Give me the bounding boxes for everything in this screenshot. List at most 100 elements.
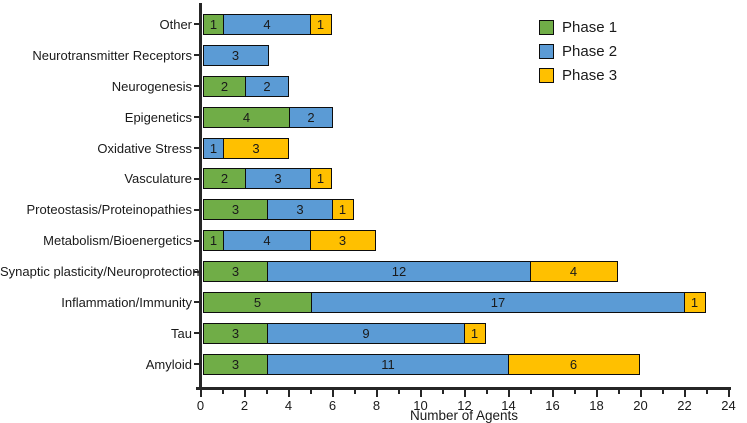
- category-label: Other: [159, 16, 192, 32]
- y-axis-tick: [194, 177, 201, 180]
- x-tick-label: 10: [413, 398, 428, 413]
- x-major-tick: [507, 390, 510, 397]
- category-label: Neurotransmitter Receptors: [32, 47, 192, 63]
- stacked-bar: 2 3 1: [202, 168, 332, 190]
- legend: Phase 1 Phase 2 Phase 3: [539, 20, 617, 92]
- x-major-tick: [463, 390, 466, 397]
- phase-1-swatch-icon: [539, 20, 554, 35]
- segment-value-label: 4: [569, 264, 578, 280]
- category-label: Inflammation/Immunity: [61, 294, 192, 310]
- phase-2-swatch-icon: [539, 44, 554, 59]
- segment-value-label: 1: [316, 16, 325, 32]
- category-label: Vasculature: [124, 171, 192, 187]
- x-tick-label: 2: [240, 398, 249, 413]
- bar-segment-phase-1: 1: [202, 230, 225, 252]
- segment-value-label: 3: [231, 264, 240, 280]
- bar-segment-phase-1: 1: [202, 13, 225, 35]
- x-major-tick: [639, 390, 642, 397]
- bar-segment-phase-2: 3: [267, 199, 333, 221]
- legend-label-phase-1: Phase 1: [562, 19, 618, 36]
- legend-item-phase-1: Phase 1: [539, 20, 617, 35]
- bar-segment-phase-3: 4: [529, 261, 618, 283]
- segment-value-label: 2: [220, 78, 229, 94]
- chart-row: Other 1 4 1: [0, 9, 747, 40]
- segment-value-label: 4: [263, 233, 271, 249]
- chart-row: Neurogenesis 2 2: [0, 71, 747, 102]
- category-label: Tau: [171, 325, 192, 341]
- bar-segment-phase-3: 1: [683, 291, 706, 313]
- x-major-tick: [375, 390, 378, 397]
- x-tick-label: 16: [545, 398, 560, 413]
- segment-value-label: 5: [253, 294, 262, 310]
- legend-label-phase-3: Phase 3: [562, 67, 618, 84]
- y-axis-tick: [194, 239, 201, 242]
- legend-label-phase-2: Phase 2: [562, 43, 618, 60]
- segment-value-label: 12: [391, 264, 407, 280]
- x-minor-tick: [221, 390, 224, 394]
- bar-segment-phase-1: 3: [202, 353, 269, 375]
- legend-item-phase-3: Phase 3: [539, 68, 617, 83]
- bar-segment-phase-2: 3: [245, 168, 311, 190]
- bar-segment-phase-2: 11: [267, 353, 509, 375]
- bar-segment-phase-2: 9: [267, 322, 465, 344]
- bar-segment-phase-2: 2: [245, 75, 289, 97]
- x-axis-ticks: 0 2 4 6 8 10 12 14 16 18 20 22 24: [197, 390, 736, 420]
- x-major-tick: [419, 390, 422, 397]
- segment-value-label: 1: [316, 171, 325, 187]
- bar-segment-phase-1: 2: [202, 75, 247, 97]
- legend-item-phase-2: Phase 2: [539, 44, 617, 59]
- x-major-tick: [683, 390, 686, 397]
- category-label: Amyloid: [145, 356, 192, 372]
- segment-value-label: 3: [231, 202, 240, 218]
- x-minor-tick: [441, 390, 444, 394]
- x-minor-tick: [661, 390, 664, 394]
- x-tick-label: 22: [677, 398, 692, 413]
- stacked-bar: 3: [202, 44, 269, 66]
- y-axis-line: [199, 3, 202, 390]
- chart-row: Vasculature 2 3 1: [0, 163, 747, 194]
- stacked-bar: 3 11 6: [202, 353, 640, 375]
- x-minor-tick: [617, 390, 620, 394]
- y-axis-tick: [194, 332, 201, 335]
- y-axis-tick: [194, 85, 201, 88]
- bar-segment-phase-2: 17: [311, 291, 685, 313]
- segment-value-label: 4: [263, 16, 271, 32]
- bar-segment-phase-2: 12: [267, 261, 531, 283]
- y-axis-tick: [194, 363, 201, 366]
- segment-value-label: 1: [470, 325, 479, 341]
- segment-value-label: 1: [338, 202, 347, 218]
- x-tick-label: 8: [372, 398, 381, 413]
- segment-value-label: 6: [569, 356, 578, 372]
- y-axis-tick: [194, 147, 201, 149]
- chart-row: Synaptic plasticity/Neuroprotection 3 12 4: [0, 256, 747, 287]
- stacked-bar: 5 17 1: [202, 291, 706, 313]
- x-tick-label: 18: [589, 398, 604, 413]
- stacked-bar: 1 4 3: [202, 230, 376, 252]
- y-axis-tick: [194, 54, 201, 57]
- bar-segment-phase-2: 2: [289, 106, 333, 128]
- x-minor-tick: [309, 390, 312, 394]
- category-label: Oxidative Stress: [97, 140, 192, 156]
- category-label: Synaptic plasticity/Neuroprotection: [0, 264, 200, 280]
- x-major-tick: [727, 390, 730, 397]
- chart-row: Oxidative Stress 1 3: [0, 133, 747, 164]
- segment-value-label: 3: [231, 47, 240, 63]
- bar-segment-phase-3: 1: [463, 322, 486, 344]
- category-label: Proteostasis/Proteinopathies: [26, 202, 192, 218]
- bar-segment-phase-2: 3: [202, 44, 269, 66]
- x-tick-label: 12: [457, 398, 472, 413]
- stacked-bar: 1 4 1: [202, 13, 332, 35]
- x-major-tick: [199, 390, 202, 397]
- x-minor-tick: [529, 390, 532, 394]
- segment-value-label: 3: [274, 171, 282, 187]
- segment-value-label: 17: [490, 294, 506, 310]
- x-major-tick: [595, 390, 598, 397]
- x-minor-tick: [397, 390, 400, 394]
- x-tick-label: 4: [284, 398, 293, 413]
- x-tick-label: 24: [721, 398, 736, 413]
- x-tick-label: 20: [633, 398, 648, 413]
